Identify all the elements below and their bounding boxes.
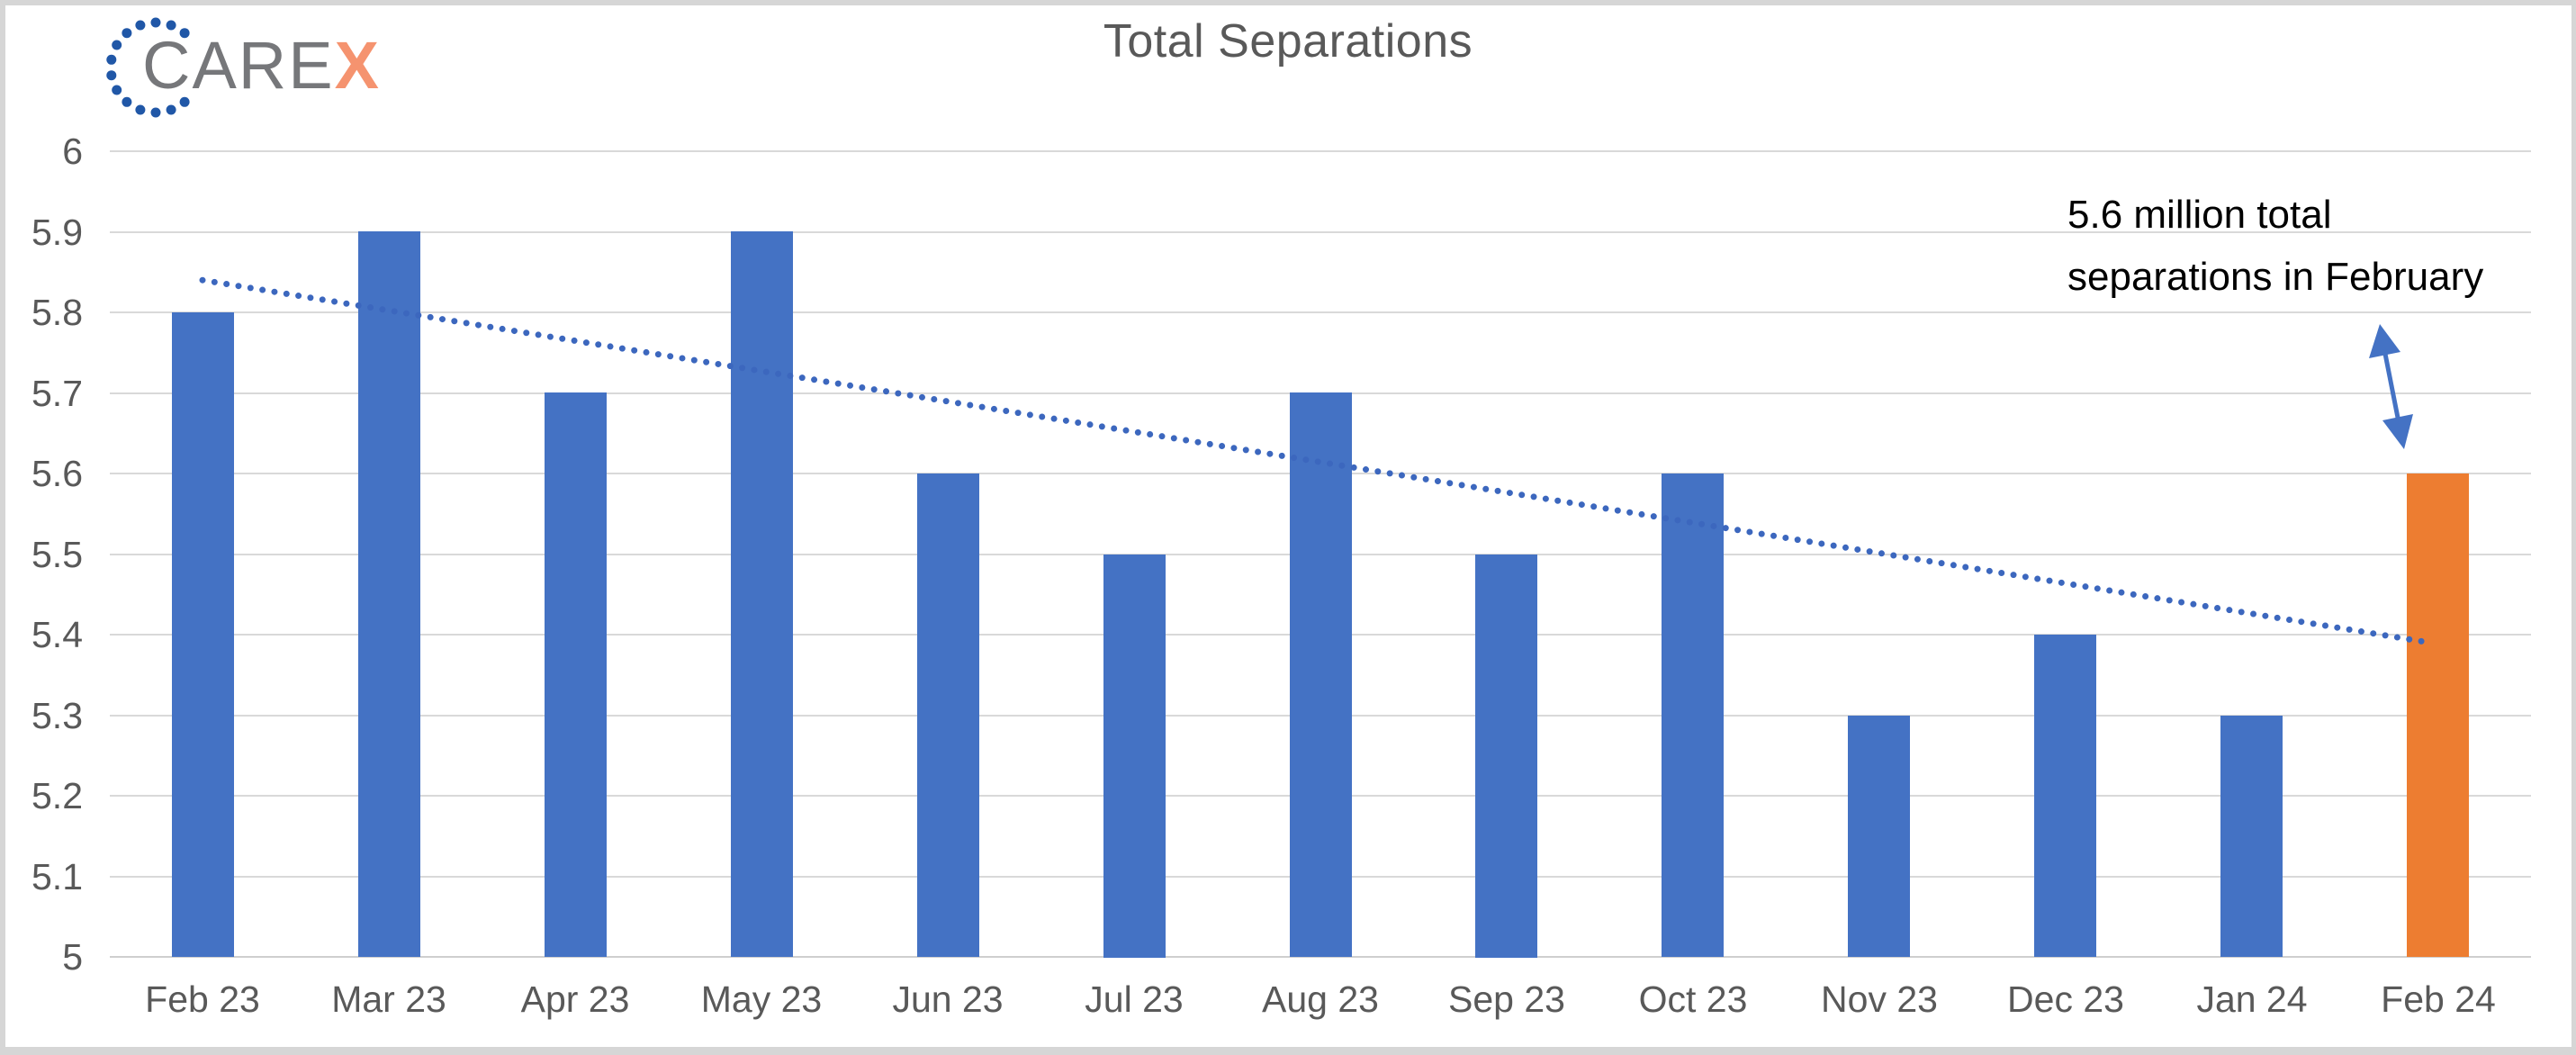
logo-dot	[112, 85, 122, 95]
logo-dot	[179, 28, 190, 39]
bar-aug-23	[1290, 392, 1352, 957]
y-tick-5.5: 5.5	[32, 533, 83, 575]
x-tick-dec-23: Dec 23	[2007, 978, 2124, 1020]
bar-jan-24	[2220, 716, 2283, 957]
bar-dec-23	[2034, 635, 2096, 957]
bar-may-23	[731, 231, 793, 957]
y-tick-5.1: 5.1	[32, 855, 83, 897]
logo-dot	[106, 70, 117, 81]
logo-dot	[122, 28, 132, 39]
y-tick-5.9: 5.9	[32, 211, 83, 253]
y-tick-6: 6	[62, 131, 83, 172]
gridline-6	[110, 150, 2531, 152]
logo-dot	[179, 96, 190, 107]
bar-jun-23	[917, 473, 979, 957]
annotation-line2: separations in February	[2067, 255, 2484, 299]
y-tick-5: 5	[62, 936, 83, 978]
logo-text-x: X	[334, 28, 381, 103]
bar-feb-23	[172, 312, 234, 957]
logo-dot	[150, 107, 161, 118]
bar-mar-23	[358, 231, 420, 957]
logo-dot	[166, 20, 176, 31]
gridline-5	[110, 956, 2531, 958]
x-tick-aug-23: Aug 23	[1262, 978, 1379, 1020]
logo-dot	[122, 96, 132, 107]
x-tick-may-23: May 23	[700, 978, 823, 1020]
x-tick-feb-24: Feb 24	[2381, 978, 2496, 1020]
x-tick-feb-23: Feb 23	[145, 978, 260, 1020]
carex-logo: CAREX	[0, 0, 468, 135]
y-tick-5.2: 5.2	[32, 775, 83, 816]
x-tick-apr-23: Apr 23	[520, 978, 630, 1020]
y-tick-5.6: 5.6	[32, 453, 83, 494]
chart-panel	[5, 5, 2571, 1047]
trendline	[199, 276, 2434, 646]
y-tick-5.3: 5.3	[32, 694, 83, 736]
logo-dot	[106, 54, 117, 65]
bar-oct-23	[1662, 473, 1724, 957]
bar-nov-23	[1848, 716, 1910, 957]
annotation-callout: 5.6 million total separations in Februar…	[2067, 184, 2483, 308]
chart-title: Total Separations	[1103, 15, 1473, 68]
logo-dot	[135, 20, 146, 31]
logo-dot	[135, 104, 146, 115]
y-tick-5.7: 5.7	[32, 372, 83, 414]
bar-jul-23	[1103, 555, 1166, 958]
logo-dot	[112, 40, 122, 50]
logo-dotted-circle-icon	[106, 17, 190, 118]
x-tick-sep-23: Sep 23	[1448, 978, 1565, 1020]
x-tick-jul-23: Jul 23	[1085, 978, 1184, 1020]
x-tick-oct-23: Oct 23	[1638, 978, 1748, 1020]
x-tick-jun-23: Jun 23	[892, 978, 1004, 1020]
annotation-arrow	[2369, 324, 2413, 449]
y-tick-5.4: 5.4	[32, 614, 83, 655]
logo-text: CAREX	[142, 27, 381, 104]
x-tick-mar-23: Mar 23	[331, 978, 446, 1020]
gridline-5.9	[110, 230, 2531, 233]
y-tick-5.8: 5.8	[32, 292, 83, 333]
x-tick-nov-23: Nov 23	[1821, 978, 1938, 1020]
logo-dot	[150, 17, 161, 28]
gridline-5.8	[110, 311, 2531, 313]
logo-text-care: CARE	[142, 28, 335, 103]
annotation-line1: 5.6 million total	[2067, 193, 2332, 237]
bar-sep-23	[1475, 555, 1537, 958]
logo-dot	[166, 104, 176, 115]
bar-apr-23	[545, 392, 607, 957]
bar-feb-24	[2407, 473, 2469, 957]
x-tick-jan-24: Jan 24	[2196, 978, 2308, 1020]
